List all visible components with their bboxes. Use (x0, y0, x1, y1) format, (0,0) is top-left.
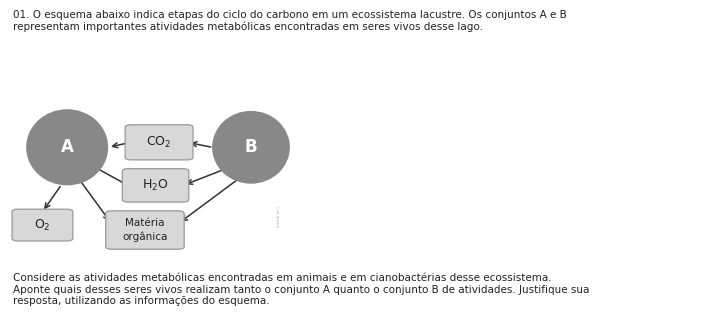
FancyBboxPatch shape (122, 169, 189, 202)
Ellipse shape (212, 111, 290, 184)
Text: CO$_2$: CO$_2$ (146, 135, 172, 150)
FancyBboxPatch shape (105, 211, 184, 249)
Text: Interb io ll: Interb io ll (277, 207, 281, 227)
Text: Considere as atividades metabólicas encontradas em animais e em cianobactérias d: Considere as atividades metabólicas enco… (13, 273, 589, 306)
Text: H$_2$O: H$_2$O (142, 178, 169, 193)
Ellipse shape (26, 109, 108, 185)
FancyBboxPatch shape (125, 125, 193, 160)
Text: A: A (61, 138, 74, 156)
Text: 01. O esquema abaixo indica etapas do ciclo do carbono em um ecossistema lacustr: 01. O esquema abaixo indica etapas do ci… (13, 10, 566, 32)
Text: Matéria
orgânica: Matéria orgânica (122, 218, 168, 242)
FancyBboxPatch shape (12, 209, 73, 241)
Text: B: B (245, 138, 257, 156)
Text: O$_2$: O$_2$ (34, 217, 51, 233)
